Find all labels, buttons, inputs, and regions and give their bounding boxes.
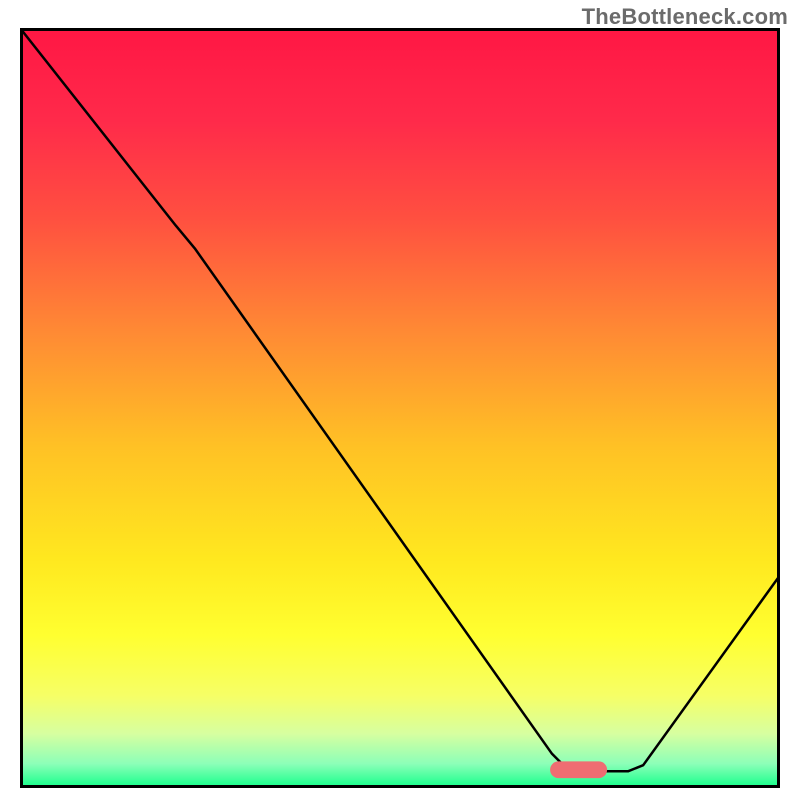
bottleneck-chart — [20, 28, 780, 788]
optimal-range-marker — [550, 761, 607, 778]
chart-svg — [20, 28, 780, 788]
watermark-text: TheBottleneck.com — [582, 4, 788, 30]
chart-background — [22, 30, 779, 787]
